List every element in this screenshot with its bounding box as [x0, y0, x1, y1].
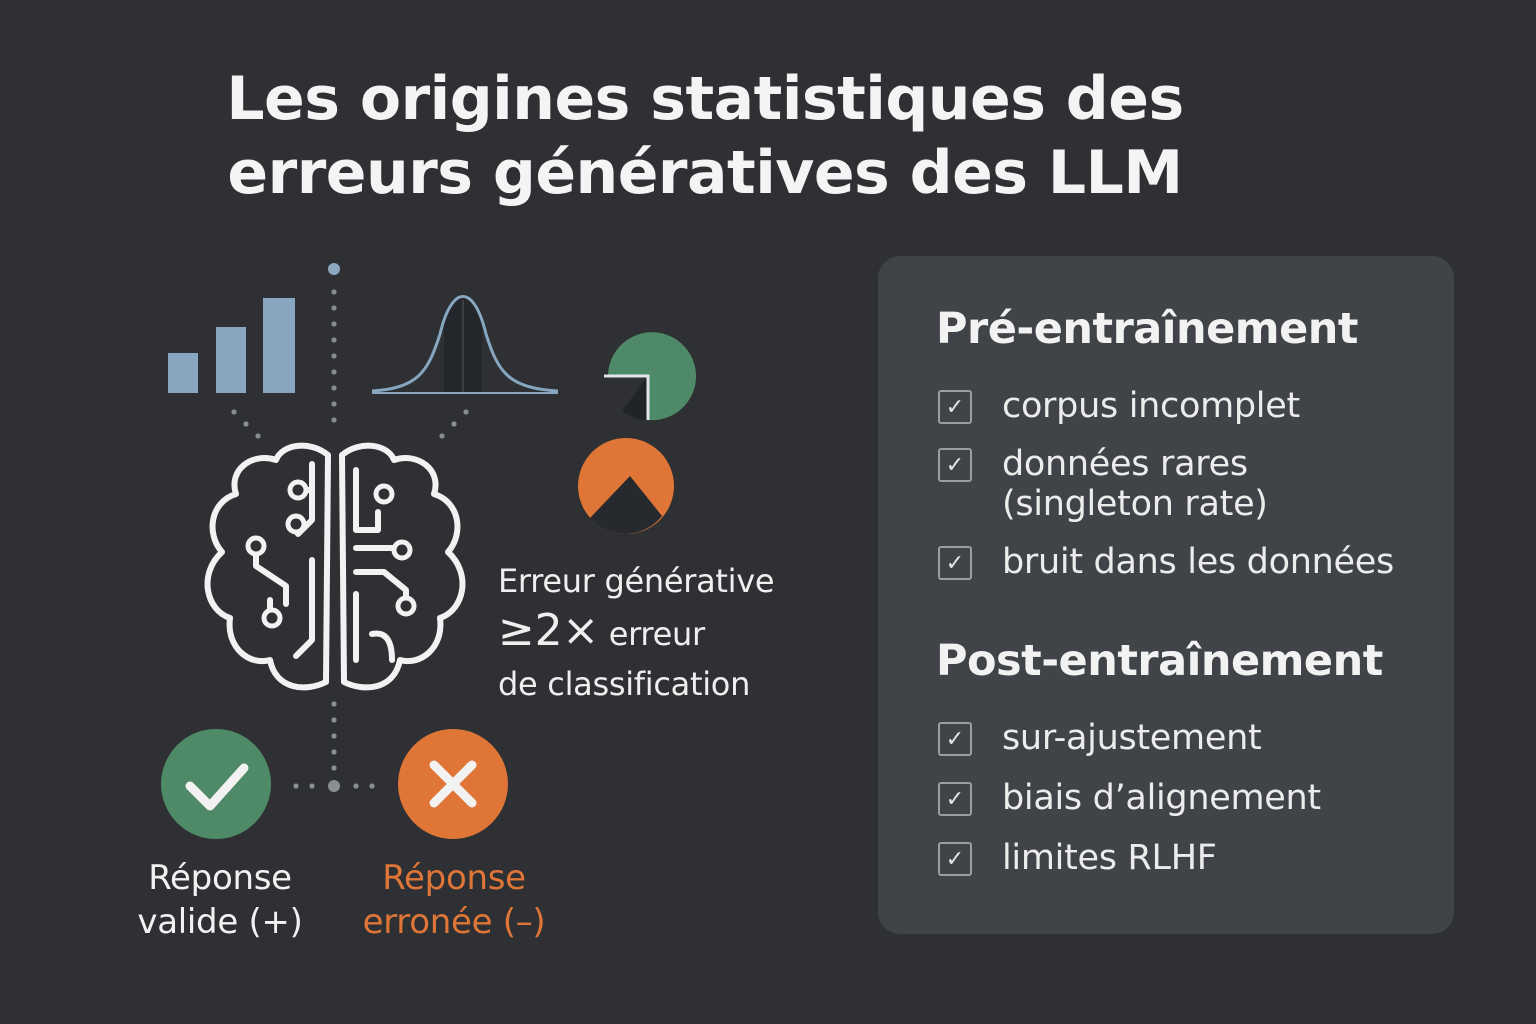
item-label: corpus incomplet — [1002, 386, 1300, 426]
checklist-item: ✓ bruit dans les données — [938, 542, 1394, 582]
valid-response-label: Réponse valide (+) — [120, 856, 320, 944]
item-label-line-2: (singleton rate) — [1002, 484, 1268, 524]
checklist-item: ✓ biais d’alignement — [938, 778, 1321, 818]
checklist-item: ✓ sur-ajustement — [938, 718, 1262, 758]
wrong-response-label: Réponse erronée (–) — [343, 856, 565, 944]
brain-circuit-icon — [204, 442, 466, 691]
formula-line-2: ≥2× erreur — [498, 606, 838, 659]
formula-text: Erreur générative ≥2× erreur de classifi… — [498, 556, 838, 709]
title-line-2: erreurs génératives des LLM — [227, 138, 1183, 208]
formula-line-2-rest: erreur — [608, 615, 705, 653]
wrong-label-line-1: Réponse — [382, 858, 526, 898]
checkbox-checked-icon: ✓ — [938, 722, 972, 756]
valid-label-line-1: Réponse — [148, 858, 292, 898]
wrong-label-line-2: erronée (–) — [362, 902, 546, 942]
item-label: bruit dans les données — [1002, 542, 1394, 582]
dotted-connectors — [231, 263, 469, 792]
item-label-line-1: données rares — [1002, 444, 1248, 484]
checkbox-checked-icon: ✓ — [938, 448, 972, 482]
checkbox-checked-icon: ✓ — [938, 390, 972, 424]
causes-panel: Pré-entraînement ✓ corpus incomplet ✓ do… — [878, 256, 1454, 934]
checklist-item: ✓ données rares (singleton rate) — [938, 444, 1268, 524]
checkbox-checked-icon: ✓ — [938, 546, 972, 580]
times-symbol: × — [562, 605, 599, 656]
formula-factor: 2 — [534, 605, 563, 656]
checkbox-checked-icon: ✓ — [938, 782, 972, 816]
page-title: Les origines statistiques des erreurs gé… — [0, 62, 1410, 210]
item-label: données rares (singleton rate) — [1002, 444, 1268, 524]
valid-label-line-2: valide (+) — [137, 902, 303, 942]
pie-chart-icon — [604, 332, 696, 421]
orange-segment-icon — [578, 438, 674, 535]
post-training-title: Post-entraînement — [936, 636, 1383, 686]
item-label: biais d’alignement — [1002, 778, 1321, 818]
formula-line-1: Erreur générative — [498, 562, 775, 600]
bar-chart-icon — [168, 298, 295, 393]
item-label: limites RLHF — [1002, 838, 1217, 878]
item-label: sur-ajustement — [1002, 718, 1262, 758]
bell-curve-icon — [371, 294, 559, 394]
brain-nodes — [245, 479, 417, 629]
title-line-1: Les origines statistiques des — [226, 64, 1184, 134]
checklist-item: ✓ limites RLHF — [938, 838, 1217, 878]
pre-training-title: Pré-entraînement — [936, 304, 1358, 354]
checklist-item: ✓ corpus incomplet — [938, 386, 1300, 426]
formula-line-3: de classification — [498, 665, 751, 703]
greater-equal-symbol: ≥ — [498, 605, 535, 656]
check-icon — [161, 729, 271, 839]
checkbox-checked-icon: ✓ — [938, 842, 972, 876]
cross-icon — [398, 729, 508, 839]
